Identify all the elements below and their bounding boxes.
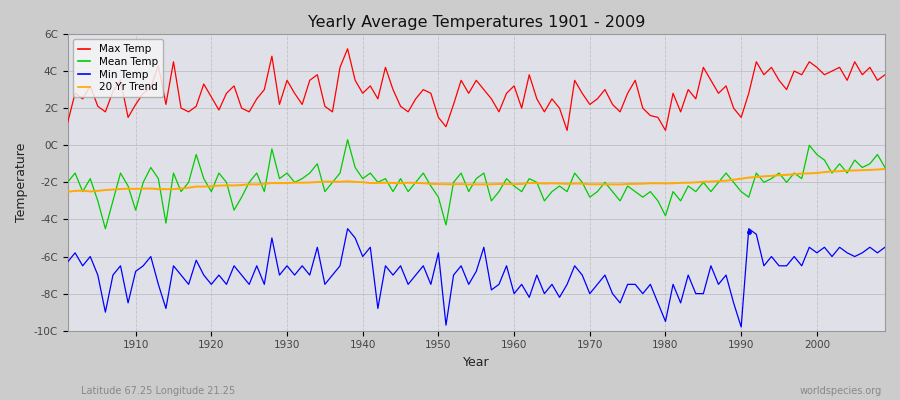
X-axis label: Year: Year	[463, 356, 490, 369]
Y-axis label: Temperature: Temperature	[15, 143, 28, 222]
Title: Yearly Average Temperatures 1901 - 2009: Yearly Average Temperatures 1901 - 2009	[308, 15, 645, 30]
Text: Latitude 67.25 Longitude 21.25: Latitude 67.25 Longitude 21.25	[81, 386, 235, 396]
Text: worldspecies.org: worldspecies.org	[800, 386, 882, 396]
Legend: Max Temp, Mean Temp, Min Temp, 20 Yr Trend: Max Temp, Mean Temp, Min Temp, 20 Yr Tre…	[73, 39, 163, 97]
Point	[742, 229, 756, 236]
